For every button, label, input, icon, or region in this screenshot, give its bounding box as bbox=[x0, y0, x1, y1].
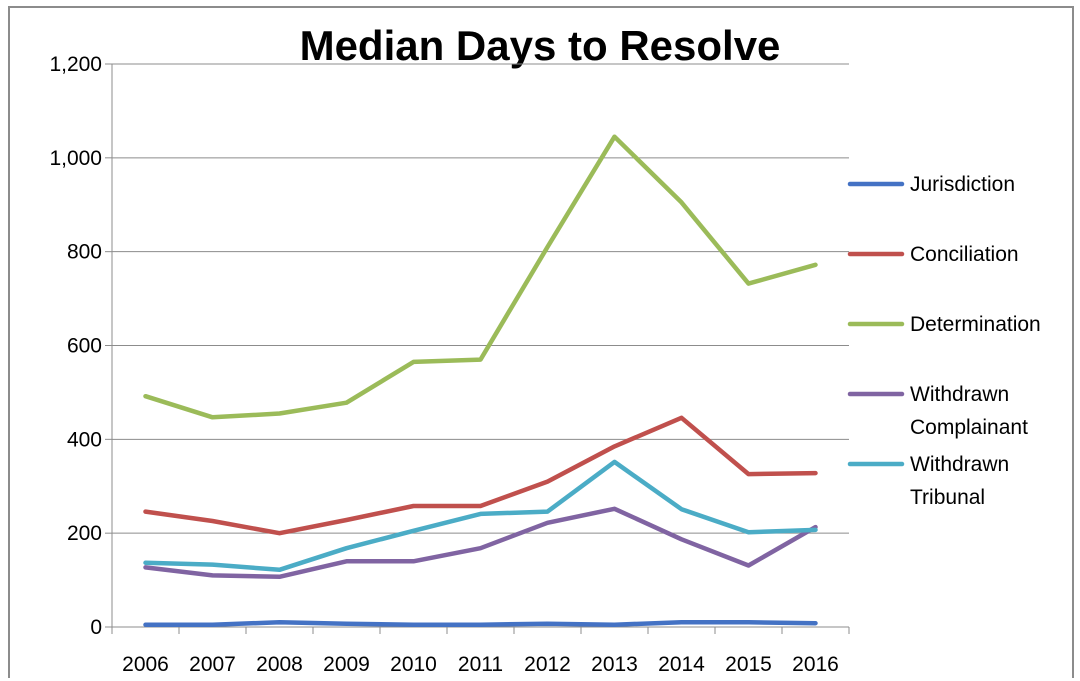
legend-item: Jurisdiction bbox=[847, 173, 1015, 196]
x-tick-label: 2010 bbox=[390, 653, 437, 676]
x-tick-label: 2008 bbox=[256, 653, 303, 676]
series-line-withdrawn-tribunal bbox=[143, 459, 818, 573]
axes bbox=[105, 63, 850, 634]
y-tick-label: 200 bbox=[67, 522, 102, 545]
y-tick-label: 0 bbox=[90, 616, 102, 639]
legend-item: Withdrawn Tribunal bbox=[847, 453, 1009, 509]
x-tick-label: 2009 bbox=[323, 653, 370, 676]
legend-label: Determination bbox=[910, 313, 1041, 336]
series-line-determination bbox=[143, 134, 818, 420]
legend-item: Conciliation bbox=[847, 243, 1019, 266]
y-tick-label: 1,200 bbox=[49, 53, 102, 76]
x-tick-label: 2012 bbox=[524, 653, 571, 676]
legend-item: Withdrawn Complainant bbox=[847, 383, 1028, 439]
y-tick-label: 600 bbox=[67, 335, 102, 358]
series-lines bbox=[143, 134, 818, 627]
x-tick-label: 2015 bbox=[725, 653, 772, 676]
x-tick-label: 2011 bbox=[458, 653, 503, 676]
y-tick-label: 1,000 bbox=[49, 147, 102, 170]
legend-item: Determination bbox=[847, 313, 1041, 336]
x-axis-ticks: 2006 2007 2008 2009 2010 2011 2012 2013 2014 2015… bbox=[122, 653, 839, 676]
x-tick-label: 2016 bbox=[792, 653, 839, 676]
legend-label: Conciliation bbox=[910, 243, 1019, 266]
legend-label: Withdrawn Complainant bbox=[910, 383, 1028, 439]
y-tick-label: 800 bbox=[67, 241, 102, 264]
x-tick-label: 2014 bbox=[658, 653, 705, 676]
legend-label: Withdrawn Tribunal bbox=[910, 453, 1009, 509]
y-axis-ticks: 0 200 400 600 800 1,000 1,200 bbox=[49, 53, 102, 639]
series-line-conciliation bbox=[143, 415, 818, 536]
chart-title: Median Days to Resolve bbox=[300, 22, 781, 69]
series-line-jurisdiction bbox=[143, 620, 818, 627]
y-tick-label: 400 bbox=[67, 428, 102, 451]
gridlines bbox=[112, 63, 849, 534]
legend: Jurisdiction Conciliation Determination Wit… bbox=[847, 173, 1041, 509]
x-tick-label: 2007 bbox=[189, 653, 236, 676]
legend-label: Jurisdiction bbox=[910, 173, 1015, 196]
x-tick-label: 2013 bbox=[591, 653, 638, 676]
x-tick-label: 2006 bbox=[122, 653, 169, 676]
series-line-withdrawn-complainant bbox=[143, 506, 818, 580]
